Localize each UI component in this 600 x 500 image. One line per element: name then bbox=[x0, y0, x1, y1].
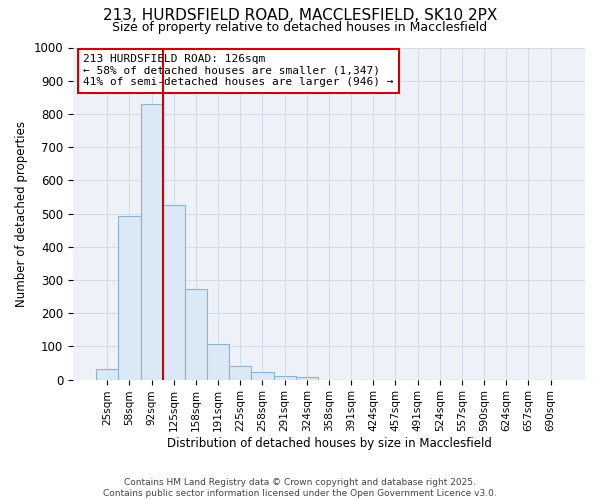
Bar bbox=[251, 372, 274, 380]
Bar bbox=[185, 290, 207, 380]
Bar bbox=[296, 377, 318, 380]
Y-axis label: Number of detached properties: Number of detached properties bbox=[15, 120, 28, 306]
Bar bbox=[140, 104, 163, 380]
Text: 213, HURDSFIELD ROAD, MACCLESFIELD, SK10 2PX: 213, HURDSFIELD ROAD, MACCLESFIELD, SK10… bbox=[103, 8, 497, 22]
Text: 213 HURDSFIELD ROAD: 126sqm
← 58% of detached houses are smaller (1,347)
41% of : 213 HURDSFIELD ROAD: 126sqm ← 58% of det… bbox=[83, 54, 394, 88]
X-axis label: Distribution of detached houses by size in Macclesfield: Distribution of detached houses by size … bbox=[167, 437, 491, 450]
Bar bbox=[118, 216, 140, 380]
Bar bbox=[163, 204, 185, 380]
Text: Contains HM Land Registry data © Crown copyright and database right 2025.
Contai: Contains HM Land Registry data © Crown c… bbox=[103, 478, 497, 498]
Text: Size of property relative to detached houses in Macclesfield: Size of property relative to detached ho… bbox=[112, 21, 488, 34]
Bar bbox=[207, 344, 229, 380]
Bar bbox=[274, 376, 296, 380]
Bar bbox=[229, 366, 251, 380]
Bar bbox=[96, 369, 118, 380]
